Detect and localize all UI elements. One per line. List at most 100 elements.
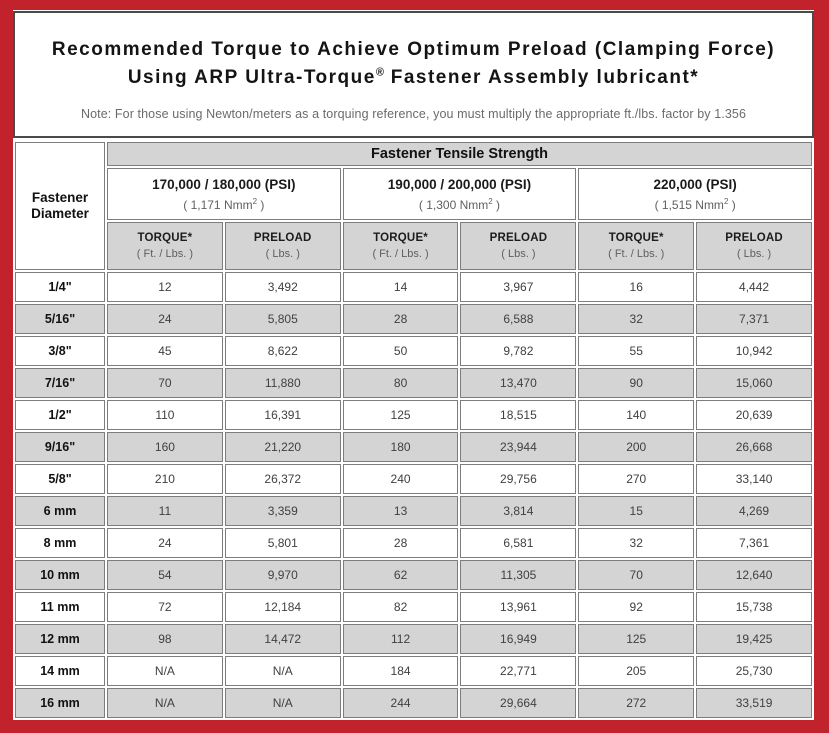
value-cell: 244 — [342, 688, 459, 718]
table-row: 5/8" 210 26,372 240 29,756 270 33,140 — [15, 464, 812, 494]
value-cell: 11,305 — [460, 560, 577, 590]
value-cell: 82 — [342, 592, 459, 622]
title-line-1: Recommended Torque to Achieve Optimum Pr… — [51, 39, 776, 60]
value-cell: 23,944 — [460, 432, 577, 462]
value-cell: 11,880 — [224, 368, 341, 398]
fastener-diameter-cell: 9/16" — [15, 432, 105, 462]
value-cell: 62 — [342, 560, 459, 590]
value-cell: 33,519 — [696, 688, 812, 718]
value-cell: 8,622 — [224, 336, 341, 366]
value-cell: 3,359 — [224, 496, 341, 526]
preload-column-header: PRELOAD ( Lbs. ) — [460, 222, 577, 270]
value-cell: 24 — [107, 528, 223, 558]
fastener-diameter-cell: 11 mm — [15, 592, 105, 622]
torque-preload-header-row: TORQUE* ( Ft. / Lbs. ) PRELOAD ( Lbs. ) … — [15, 222, 812, 270]
value-cell: 6,581 — [460, 528, 577, 558]
fastener-diameter-cell: 1/4" — [15, 272, 105, 302]
value-cell: 28 — [342, 304, 459, 334]
content-panel: Recommended Torque to Achieve Optimum Pr… — [13, 10, 814, 720]
value-cell: 3,492 — [224, 272, 341, 302]
value-cell: 4,442 — [696, 272, 812, 302]
preload-column-header: PRELOAD ( Lbs. ) — [696, 222, 812, 270]
table-row: 16 mm N/A N/A 244 29,664 272 33,519 — [15, 688, 812, 718]
title-box: Recommended Torque to Achieve Optimum Pr… — [13, 11, 814, 138]
value-cell: 32 — [578, 528, 695, 558]
fastener-diameter-cell: 5/16" — [15, 304, 105, 334]
fastener-diameter-cell: 7/16" — [15, 368, 105, 398]
torque-table: Fastener Diameter Fastener Tensile Stren… — [13, 140, 814, 720]
value-cell: 11 — [107, 496, 223, 526]
value-cell: 6,588 — [460, 304, 577, 334]
table-row: 3/8" 45 8,622 50 9,782 55 10,942 — [15, 336, 812, 366]
value-cell: 16 — [578, 272, 695, 302]
value-cell: 15,060 — [696, 368, 812, 398]
value-cell: 125 — [342, 400, 459, 430]
fastener-diameter-cell: 5/8" — [15, 464, 105, 494]
value-cell: 26,372 — [224, 464, 341, 494]
value-cell: 55 — [578, 336, 695, 366]
torque-column-header: TORQUE* ( Ft. / Lbs. ) — [342, 222, 459, 270]
value-cell: 19,425 — [696, 624, 812, 654]
value-cell: 50 — [342, 336, 459, 366]
table-row: 1/4" 12 3,492 14 3,967 16 4,442 — [15, 272, 812, 302]
value-cell: 112 — [342, 624, 459, 654]
fastener-diameter-cell: 3/8" — [15, 336, 105, 366]
value-cell: 14,472 — [224, 624, 341, 654]
value-cell: 10,942 — [696, 336, 812, 366]
table-row: 6 mm 11 3,359 13 3,814 15 4,269 — [15, 496, 812, 526]
tensile-strength-header: Fastener Tensile Strength — [107, 142, 812, 166]
title-line-2-end: Fastener Assembly lubricant* — [383, 67, 700, 88]
title-line-2: Using ARP Ultra-Torque — [127, 67, 376, 88]
nmm-label: ( 1,171 Nmm2 ) — [183, 196, 265, 212]
fastener-diameter-cell: 1/2" — [15, 400, 105, 430]
fastener-diameter-cell: 16 mm — [15, 688, 105, 718]
value-cell: 16,949 — [460, 624, 577, 654]
table-row: 11 mm 72 12,184 82 13,961 92 15,738 — [15, 592, 812, 622]
table-row: 9/16" 160 21,220 180 23,944 200 26,668 — [15, 432, 812, 462]
value-cell: 12 — [107, 272, 223, 302]
value-cell: 29,664 — [460, 688, 577, 718]
value-cell: 272 — [578, 688, 695, 718]
value-cell: 5,805 — [224, 304, 341, 334]
value-cell: 140 — [578, 400, 695, 430]
value-cell: 18,515 — [460, 400, 577, 430]
value-cell: 13,961 — [460, 592, 577, 622]
value-cell: 210 — [107, 464, 223, 494]
value-cell: 98 — [107, 624, 223, 654]
tensile-strength-header-row: Fastener Diameter Fastener Tensile Stren… — [15, 142, 812, 270]
corner-header-fastener-diameter: Fastener Diameter — [15, 142, 105, 270]
value-cell: 4,269 — [696, 496, 812, 526]
value-cell: 20,639 — [696, 400, 812, 430]
table-row: 7/16" 70 11,880 80 13,470 90 15,060 — [15, 368, 812, 398]
table-row: 12 mm 98 14,472 112 16,949 125 19,425 — [15, 624, 812, 654]
fastener-diameter-cell: 6 mm — [15, 496, 105, 526]
value-cell: 13,470 — [460, 368, 577, 398]
value-cell: N/A — [224, 656, 341, 686]
page-title: Recommended Torque to Achieve Optimum Pr… — [15, 13, 812, 92]
table-row: 8 mm 24 5,801 28 6,581 32 7,361 — [15, 528, 812, 558]
value-cell: 270 — [578, 464, 695, 494]
fastener-diameter-cell: 12 mm — [15, 624, 105, 654]
psi-label: 220,000 (PSI) — [653, 176, 737, 192]
value-cell: 160 — [107, 432, 223, 462]
value-cell: 80 — [342, 368, 459, 398]
value-cell: 90 — [578, 368, 695, 398]
value-cell: 70 — [107, 368, 223, 398]
value-cell: 12,184 — [224, 592, 341, 622]
value-cell: 7,371 — [696, 304, 812, 334]
value-cell: N/A — [107, 656, 223, 686]
torque-column-header: TORQUE* ( Ft. / Lbs. ) — [107, 222, 223, 270]
value-cell: 9,782 — [460, 336, 577, 366]
fastener-diameter-cell: 8 mm — [15, 528, 105, 558]
value-cell: 29,756 — [460, 464, 577, 494]
value-cell: N/A — [224, 688, 341, 718]
value-cell: 200 — [578, 432, 695, 462]
psi-label: 190,000 / 200,000 (PSI) — [387, 176, 532, 192]
value-cell: 184 — [342, 656, 459, 686]
value-cell: 15,738 — [696, 592, 812, 622]
registered-trademark-symbol: ® — [375, 66, 384, 79]
fastener-diameter-cell: 10 mm — [15, 560, 105, 590]
value-cell: 125 — [578, 624, 695, 654]
value-cell: 21,220 — [224, 432, 341, 462]
preload-column-header: PRELOAD ( Lbs. ) — [224, 222, 341, 270]
